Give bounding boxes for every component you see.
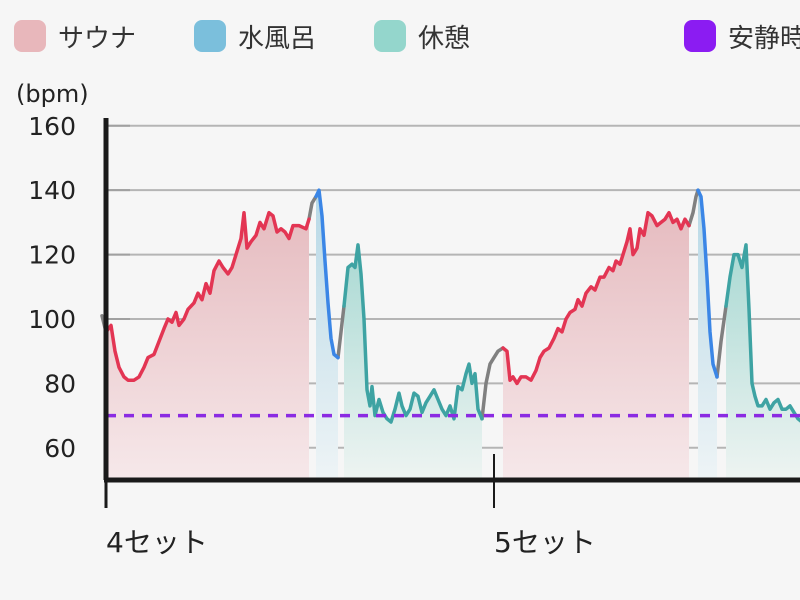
line-cold-4 [696,188,719,379]
line-cold-1 [314,188,340,360]
y-tick-label-60: 60 [44,434,76,463]
line-sauna-3 [501,210,691,386]
area-rest-5 [726,244,800,480]
transition-line-2 [336,304,346,360]
area-rest-2 [344,244,482,480]
legend-swatch-resting [684,20,716,52]
y-tick-label-80: 80 [44,369,76,398]
y-tick-label-120: 120 [28,241,76,270]
y-tick-label-160: 160 [28,112,76,141]
area-sauna-0 [106,212,309,480]
transition-line-3 [480,346,505,421]
legend-label-sauna: サウナ [58,23,137,54]
area-sauna-3 [503,212,689,480]
legend-swatch-rest [374,20,406,52]
y-tick-label-100: 100 [28,305,76,334]
area-cold-4 [698,190,717,480]
heart-rate-lines [100,188,800,424]
legend-label-resting: 安静時 [728,23,800,54]
y-tick-labels: 60 80 100 120 140 160 [28,112,76,463]
legend-label-rest: 休憩 [418,23,471,54]
legend-label-cold-bath: 水風呂 [238,23,317,54]
axes [103,118,800,483]
set-labels: 4セット 5セット [104,454,596,559]
transition-line-1 [307,194,318,221]
transition-line-4 [687,188,700,228]
legend: サウナ 水風呂 休憩 安静時 [0,0,800,70]
transition-line-5 [715,304,728,379]
phase-areas [106,190,800,480]
area-cold-1 [316,190,338,480]
legend-item-resting[interactable]: 安静時 [684,20,800,54]
legend-item-rest[interactable]: 休憩 [374,20,471,54]
legend-swatch-cold-bath [194,20,226,52]
set-label-2: 5セット [494,526,596,559]
y-axis-unit-label: (bpm) [16,80,89,108]
legend-item-cold-bath[interactable]: 水風呂 [194,20,317,54]
legend-swatch-sauna [14,20,46,52]
y-tick-label-140: 140 [28,176,76,205]
set-label-1: 4セット [106,526,208,559]
line-rest-5 [724,243,800,423]
legend-item-sauna[interactable]: サウナ [14,20,137,54]
line-sauna-0 [104,210,311,382]
line-rest-2 [342,243,484,424]
